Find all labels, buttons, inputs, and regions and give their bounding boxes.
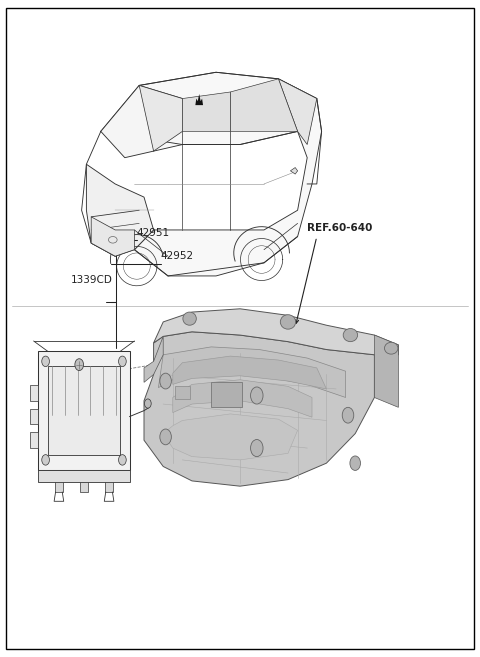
- Ellipse shape: [350, 456, 360, 470]
- FancyBboxPatch shape: [38, 351, 130, 470]
- Text: REF.60-640: REF.60-640: [307, 223, 372, 233]
- Polygon shape: [144, 336, 163, 382]
- Polygon shape: [230, 79, 298, 131]
- Ellipse shape: [251, 440, 263, 457]
- Polygon shape: [101, 85, 182, 158]
- Polygon shape: [278, 79, 317, 145]
- Polygon shape: [374, 335, 398, 407]
- FancyBboxPatch shape: [48, 367, 120, 455]
- Text: 42952: 42952: [161, 252, 194, 261]
- Polygon shape: [154, 309, 398, 355]
- FancyBboxPatch shape: [30, 385, 38, 401]
- Polygon shape: [91, 217, 134, 256]
- Ellipse shape: [183, 312, 196, 325]
- Ellipse shape: [280, 315, 296, 329]
- FancyBboxPatch shape: [105, 482, 113, 492]
- Circle shape: [119, 356, 126, 367]
- Ellipse shape: [251, 387, 263, 404]
- Ellipse shape: [343, 328, 358, 342]
- Text: 1339CD: 1339CD: [71, 275, 113, 285]
- Circle shape: [119, 455, 126, 465]
- Ellipse shape: [384, 342, 398, 354]
- Ellipse shape: [342, 407, 354, 423]
- Ellipse shape: [160, 373, 171, 389]
- Polygon shape: [182, 92, 230, 131]
- Polygon shape: [195, 94, 203, 105]
- FancyBboxPatch shape: [38, 470, 130, 482]
- FancyBboxPatch shape: [55, 482, 63, 492]
- Polygon shape: [173, 356, 326, 389]
- Ellipse shape: [160, 429, 171, 445]
- Polygon shape: [163, 414, 298, 460]
- Circle shape: [42, 455, 49, 465]
- Polygon shape: [134, 72, 322, 276]
- Polygon shape: [144, 332, 374, 486]
- FancyBboxPatch shape: [175, 386, 190, 399]
- Circle shape: [75, 359, 84, 371]
- FancyBboxPatch shape: [30, 432, 38, 448]
- Circle shape: [144, 399, 151, 408]
- FancyBboxPatch shape: [80, 482, 88, 492]
- FancyBboxPatch shape: [211, 382, 242, 407]
- Polygon shape: [173, 380, 312, 417]
- Polygon shape: [290, 168, 298, 174]
- FancyBboxPatch shape: [30, 409, 38, 424]
- Circle shape: [42, 356, 49, 367]
- Polygon shape: [139, 85, 182, 151]
- Polygon shape: [158, 347, 346, 397]
- Polygon shape: [86, 164, 154, 256]
- Text: 42951: 42951: [137, 228, 170, 238]
